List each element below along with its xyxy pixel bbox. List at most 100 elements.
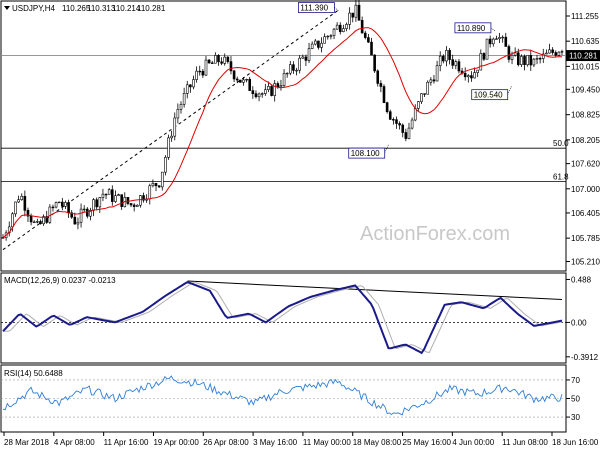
candle-body	[89, 209, 92, 217]
candle-body	[201, 70, 205, 76]
ohlc-low: 110.214	[112, 4, 141, 13]
candle-body	[14, 201, 17, 215]
x-tick-label: 26 Apr 08:00	[203, 438, 249, 447]
candle-body	[20, 195, 24, 200]
annotation-box	[348, 147, 386, 159]
candle-body	[323, 36, 326, 44]
price-tick-label: 108.825	[571, 111, 600, 120]
candle-body	[298, 57, 301, 71]
candle-body	[513, 52, 517, 56]
rsi-tick-label: 70	[571, 376, 580, 385]
candle-body	[385, 102, 389, 112]
rsi-tick-label: 30	[571, 413, 580, 422]
candle-body	[523, 56, 526, 66]
price-tick-label: 105.210	[571, 257, 600, 266]
annotation-box	[471, 89, 509, 101]
candle-body	[82, 208, 86, 211]
candle-body	[457, 61, 461, 72]
candle-body	[310, 43, 314, 49]
symbol-label: USDJPY,H4	[12, 4, 56, 13]
annotation-leader	[507, 85, 512, 95]
candle-body	[210, 62, 214, 64]
candle-body	[504, 36, 508, 47]
rsi-title: RSI(14) 50.6488	[4, 369, 63, 378]
x-tick-label: 11 Jun 08:00	[502, 438, 548, 447]
candle-body	[479, 53, 483, 71]
candle-body	[173, 117, 177, 137]
candle-body	[92, 199, 95, 211]
candle-body	[373, 54, 376, 72]
candle-body	[485, 38, 489, 60]
candle-body	[214, 55, 217, 64]
candle-body	[182, 93, 186, 105]
candle-body	[251, 90, 255, 94]
candle-body	[220, 61, 223, 64]
price-tick-label: 111.255	[571, 12, 599, 21]
candle-body	[54, 202, 58, 208]
annotation-label: 108.100	[351, 149, 380, 158]
annotation-leader	[334, 7, 339, 11]
price-tick-label: 109.450	[571, 85, 600, 94]
candle-body	[282, 73, 286, 86]
candle-body	[273, 83, 276, 96]
candle-body	[98, 197, 102, 208]
candle-body	[354, 4, 358, 18]
annotation-label: 111.390	[300, 4, 328, 13]
candle-body	[360, 19, 364, 34]
annotation-label: 109.540	[474, 91, 503, 100]
candle-body	[320, 42, 323, 48]
candle-body	[198, 70, 202, 73]
candle-body	[135, 204, 139, 207]
candle-body	[76, 221, 80, 225]
candle-body	[42, 216, 45, 225]
candle-body	[392, 119, 395, 121]
candle-body	[557, 51, 561, 56]
x-tick-label: 28 Mar 2018	[4, 438, 49, 447]
candle-body	[516, 52, 520, 65]
rsi-tick-label: 50	[571, 395, 580, 404]
candle-body	[388, 111, 392, 120]
candle-body	[132, 204, 136, 207]
candle-body	[167, 137, 170, 158]
ohlc-close: 110.281	[137, 4, 166, 13]
candle-body	[507, 46, 511, 60]
candle-body	[70, 212, 74, 218]
candle-body	[307, 48, 311, 61]
trend-line	[2, 9, 339, 251]
candle-body	[467, 75, 470, 78]
candle-body	[404, 132, 408, 139]
candle-body	[426, 81, 430, 95]
rsi-line	[2, 375, 563, 416]
candle-body	[420, 93, 423, 102]
candle-body	[226, 56, 230, 62]
candle-body	[232, 70, 236, 80]
candle-body	[476, 69, 479, 73]
candle-body	[538, 57, 542, 60]
candle-body	[36, 221, 39, 223]
candle-body	[470, 75, 473, 79]
rsi-panel: RSI(14) 50.6488 70 50 30	[0, 364, 580, 433]
macd-tick-label: -0.3912	[571, 353, 599, 362]
collapse-arrow-icon[interactable]	[4, 6, 10, 10]
candle-body	[235, 78, 239, 81]
candle-body	[151, 183, 155, 187]
candle-body	[154, 183, 158, 187]
candle-body	[229, 61, 233, 72]
fib-level-label: 50.0	[553, 139, 569, 148]
macd-line	[2, 281, 563, 355]
candle-body	[357, 4, 361, 21]
x-tick-label: 4 Apr 08:00	[54, 438, 95, 447]
candle-body	[17, 199, 20, 203]
candle-body	[448, 50, 451, 60]
candle-body	[129, 203, 133, 206]
candle-body	[67, 202, 70, 214]
price-tick-label: 107.620	[571, 160, 600, 169]
candle-body	[179, 103, 183, 110]
candle-body	[32, 221, 36, 224]
candle-body	[529, 55, 533, 66]
candle-body	[64, 202, 67, 207]
candle-body	[370, 41, 373, 56]
candle-body	[548, 49, 551, 54]
x-tick-label: 18 Jun 16:00	[552, 438, 599, 447]
